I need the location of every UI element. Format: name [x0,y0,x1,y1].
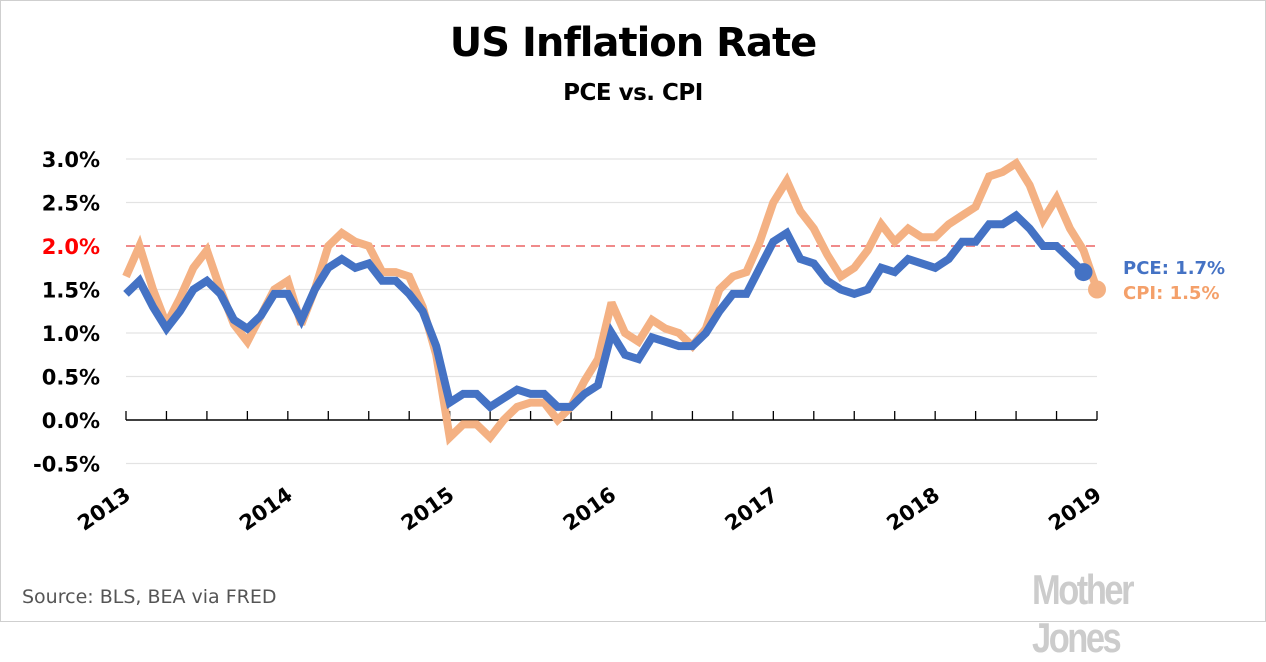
y-tick-label: 1.5% [42,279,100,303]
series-lines [122,157,1101,446]
end-label-pce: PCE: 1.7% [1123,258,1225,279]
x-tick-label: 2013 [73,482,135,535]
x-tick-label: 2018 [882,482,944,535]
x-tick-label: 2015 [397,482,459,535]
chart-frame [0,0,1266,622]
x-tick-label: 2017 [721,482,783,535]
series-end-markers: PCE: 1.7% CPI: 1.5% [1074,258,1225,304]
x-axis-tick-labels: 2013 2014 2015 2016 2017 2018 2019 [73,482,1106,535]
series-line-cpi [122,157,1101,446]
brand-logo: Mother Jones [1032,566,1135,661]
end-marker-cpi [1088,280,1106,299]
x-axis [125,411,1098,421]
y-tick-label: 0.5% [42,366,100,390]
y-tick-label: -0.5% [33,453,100,477]
y-tick-label: 2.5% [42,192,100,216]
y-tick-label: 2.0% [42,235,100,259]
y-tick-label: 1.0% [42,322,100,346]
x-tick-label: 2016 [559,482,621,535]
source-note: Source: BLS, BEA via FRED [22,586,277,608]
y-tick-label: 3.0% [42,148,100,172]
end-label-cpi: CPI: 1.5% [1123,283,1220,304]
y-tick-label: 0.0% [42,409,100,433]
end-marker-pce [1074,263,1093,282]
chart-title: US Inflation Rate [449,20,817,66]
chart-subtitle: PCE vs. CPI [563,80,703,106]
x-tick-label: 2014 [235,482,297,535]
x-tick-label: 2019 [1044,482,1106,535]
series-line-pce [123,210,1087,412]
chart-area: 3.0%2.5%2.0%1.5%1.0%0.5%0.0%-0.5% 2013 20… [33,148,1225,536]
y-axis-tick-labels: 3.0% 2.5% 2.0% 1.5% 1.0% 0.5% 0.0% -0.5% [33,148,100,477]
